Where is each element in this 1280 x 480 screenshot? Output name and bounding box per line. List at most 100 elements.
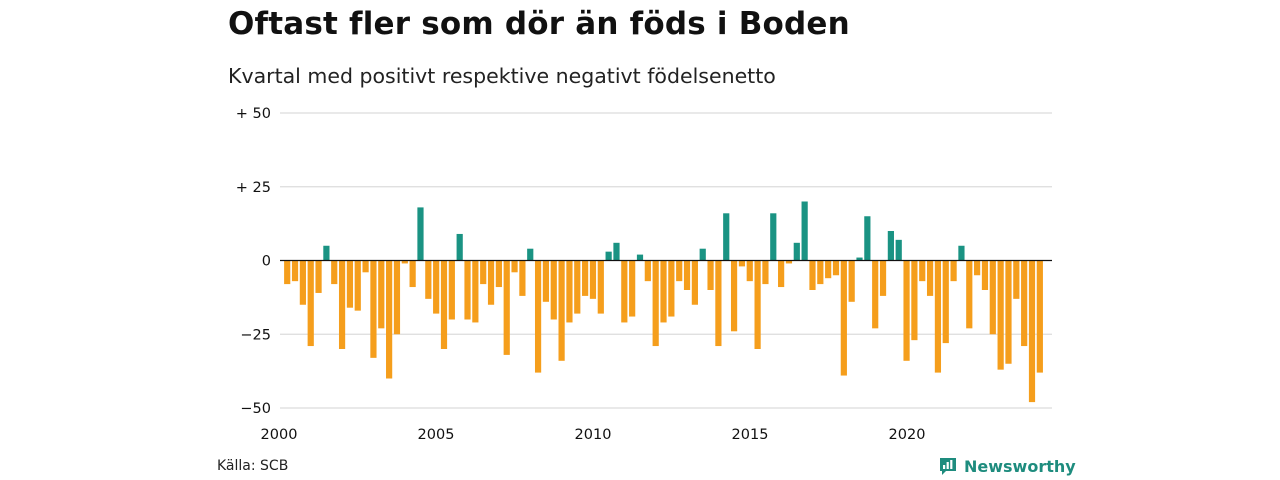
bar-negative [981,260,989,290]
chart-title: Oftast fler som dör än föds i Boden [228,6,850,42]
bar-positive [801,201,808,261]
bar-negative [378,260,385,329]
bar-negative [511,260,518,273]
bar-negative [307,260,314,347]
bar-negative [974,260,981,276]
bar-negative [519,260,526,296]
bar-negative [950,260,957,282]
bar-negative [409,260,416,288]
bar-negative [1028,260,1036,403]
bar-negative [534,260,542,373]
bar-negative [362,260,369,273]
bar-negative [919,260,926,282]
bar-negative [331,260,338,285]
bar-positive [856,257,863,261]
bar-negative [840,260,847,376]
bar-negative [903,260,910,361]
bar-negative [284,260,291,285]
bar-negative [738,260,746,267]
bar-negative [1013,260,1020,299]
bar-negative [832,260,840,276]
bar-negative [550,260,557,320]
bars [284,201,1043,403]
bar-negative [879,260,887,296]
grid-lines [280,112,1052,409]
x-tick-label: 2000 [261,427,298,443]
y-tick-label: + 50 [236,106,271,122]
bar-negative [291,260,299,282]
bar-negative [707,260,714,290]
bar-negative [1021,260,1028,347]
bar-negative [730,260,738,332]
bar-negative [676,260,683,282]
bar-negative [566,260,573,323]
bar-negative [848,260,855,302]
bar-negative [495,260,502,288]
bar-negative [582,260,589,296]
bar-negative [872,260,879,329]
bar-positive [605,251,612,261]
bar-positive [699,248,706,261]
bar-negative [754,260,761,349]
bar-positive [895,239,902,261]
bar-negative [691,260,698,305]
bar-negative [942,260,949,344]
bar-negative [621,260,628,323]
bar-positive [613,242,620,261]
bar-negative [425,260,432,299]
y-tick-label: −25 [240,327,271,343]
bar-positive [770,213,777,261]
bar-negative [911,260,918,341]
bar-negative [715,260,722,347]
bar-negative [762,260,769,285]
bar-negative [472,260,479,323]
bar-negative [825,260,832,279]
y-tick-label: −50 [240,401,271,417]
bar-negative [683,260,691,290]
y-tick-label: + 25 [236,180,271,196]
bar-negative [652,260,659,347]
axes: + 50 + 25 0 −25 −50 2000 2005 2010 2015 2020 [236,106,1052,443]
bar-negative [660,260,667,323]
bar-negative [644,260,651,282]
bar-negative [433,260,440,314]
x-tick-label: 2005 [418,427,455,443]
bar-negative [966,260,973,329]
source-note: Källa: SCB [217,458,289,474]
bar-negative [346,260,354,308]
chart-subtitle: Kvartal med positivt respektive negativt… [228,64,776,88]
bar-negative [778,260,785,288]
bar-negative [629,260,636,317]
bar-positive [723,213,730,261]
bar-negative [448,260,455,320]
bar-negative [354,260,361,311]
bar-negative [817,260,824,285]
bar-negative [597,260,604,314]
bar-negative [558,260,565,361]
bar-negative [386,260,393,379]
bar-negative [574,260,581,314]
x-tick-label: 2015 [732,427,769,443]
bar-negative [1005,260,1012,364]
bar-negative [299,260,306,305]
bar-negative [668,260,675,317]
x-tick-label: 2010 [575,427,612,443]
bar-negative [989,260,996,335]
bar-negative [401,260,408,264]
bar-negative [440,260,448,349]
bar-negative [1036,260,1043,373]
bar-negative [785,260,793,264]
bar-negative [464,260,471,320]
bar-negative [934,260,942,373]
bar-negative [315,260,322,293]
bar-negative [589,260,597,299]
bar-positive [636,254,644,261]
bar-negative [480,260,487,285]
bar-negative [393,260,401,335]
bar-positive [456,233,463,261]
x-tick-label: 2020 [889,427,926,443]
bar-negative [746,260,753,282]
bar-negative [487,260,495,305]
bar-positive [887,231,894,261]
bar-negative [997,260,1004,370]
